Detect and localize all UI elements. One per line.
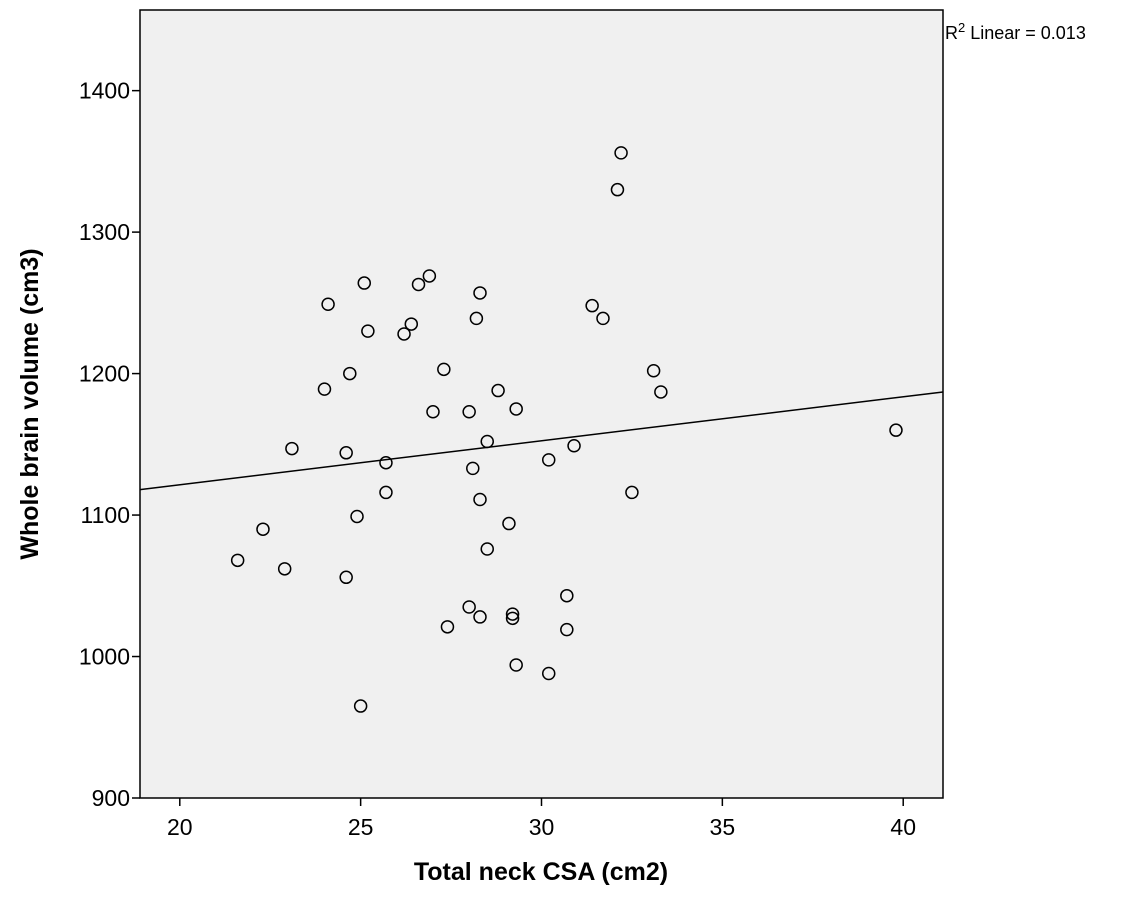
- data-point: [610, 182, 625, 197]
- data-point: [462, 405, 476, 419]
- data-point: [469, 311, 484, 326]
- data-point: [505, 607, 520, 621]
- data-point: [654, 385, 668, 399]
- x-tick-label: 20: [167, 814, 193, 840]
- y-tick-label: 900: [92, 785, 130, 811]
- data-point: [505, 611, 520, 626]
- y-tick-label: 1100: [81, 502, 130, 528]
- data-point: [541, 666, 556, 681]
- data-point: [379, 485, 393, 500]
- data-point: [404, 317, 419, 331]
- data-point: [502, 516, 516, 531]
- data-point: [480, 542, 494, 556]
- data-point: [230, 553, 245, 568]
- x-tick-label: 25: [348, 814, 374, 840]
- data-point: [379, 455, 393, 470]
- data-point: [343, 366, 357, 381]
- data-point: [480, 434, 494, 449]
- fit-label: R2 Linear = 0.013: [945, 20, 1086, 43]
- data-point: [473, 492, 487, 507]
- data-point: [440, 620, 455, 634]
- data-point: [317, 382, 332, 396]
- plot-area: [139, 9, 944, 799]
- data-point: [625, 485, 639, 500]
- data-point: [560, 622, 574, 637]
- data-point: [889, 423, 903, 437]
- data-point: [646, 364, 661, 378]
- data-point: [462, 600, 476, 614]
- data-point: [491, 383, 505, 398]
- data-point: [509, 402, 523, 416]
- data-point: [321, 297, 335, 312]
- x-axis-title: Total neck CSA (cm2): [414, 858, 668, 886]
- data-point: [509, 658, 523, 672]
- y-tick-label: 1200: [79, 361, 130, 387]
- axis-ticks: 20 25 30 35 40 900 1000 1100 1200 1300 1400: [79, 78, 916, 840]
- data-point: [560, 588, 574, 603]
- y-tick-label: 1000: [79, 644, 130, 670]
- data-point: [361, 324, 375, 338]
- data-point: [350, 509, 364, 524]
- data-point: [353, 699, 368, 713]
- data-point: [437, 362, 451, 377]
- data-point: [541, 453, 556, 467]
- data-point: [277, 562, 292, 576]
- data-point: [466, 461, 480, 476]
- data-point: [596, 311, 610, 326]
- data-point: [473, 610, 487, 624]
- data-point: [339, 570, 353, 585]
- x-tick-label: 35: [710, 814, 736, 840]
- data-points: [230, 146, 903, 713]
- data-point: [357, 276, 372, 290]
- data-point: [285, 441, 299, 456]
- data-point: [411, 277, 426, 292]
- data-point: [256, 522, 270, 536]
- x-tick-label: 40: [890, 814, 916, 840]
- data-point: [567, 438, 581, 453]
- x-tick-label: 30: [529, 814, 555, 840]
- data-point: [397, 327, 411, 341]
- data-point: [585, 298, 599, 313]
- data-point: [473, 286, 487, 300]
- data-point: [422, 269, 437, 283]
- y-tick-label: 1400: [79, 78, 130, 104]
- data-point: [339, 446, 353, 460]
- y-axis-title: Whole brain volume (cm3): [16, 248, 44, 559]
- data-point: [426, 405, 440, 419]
- data-point: [614, 146, 628, 160]
- fit-line: [139, 391, 944, 491]
- y-tick-label: 1300: [79, 219, 130, 245]
